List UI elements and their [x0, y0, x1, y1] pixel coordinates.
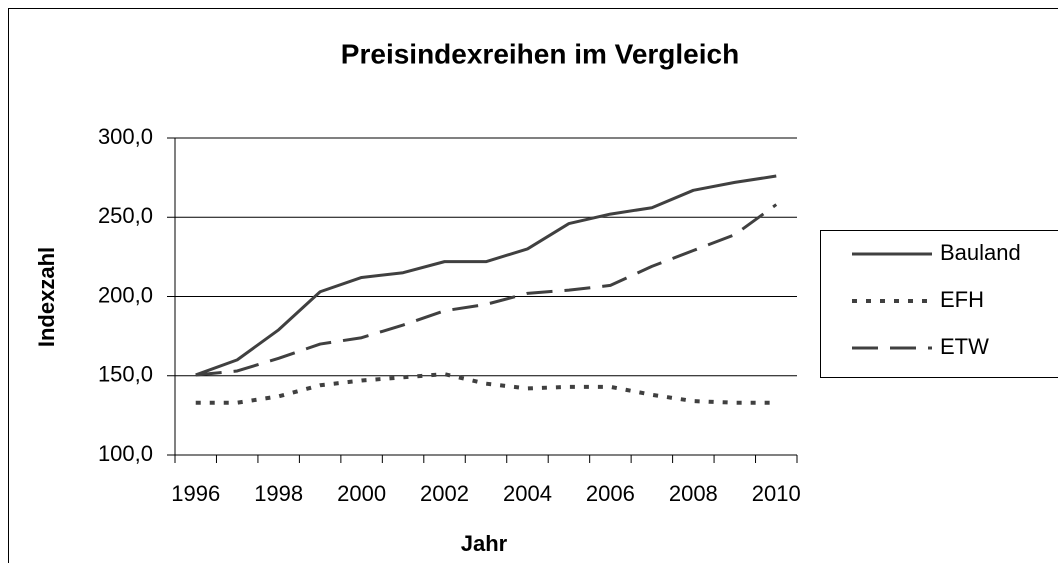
data-line — [195, 203, 778, 377]
x-tick-label: 2008 — [669, 481, 718, 506]
x-tick-label: 2004 — [503, 481, 552, 506]
y-tick-label: 100,0 — [98, 441, 153, 466]
data-line — [195, 174, 777, 377]
x-tick-label: 2006 — [586, 481, 635, 506]
legend-label: ETW — [940, 334, 989, 359]
y-tick-label: 250,0 — [98, 203, 153, 228]
x-tick-label: 2002 — [420, 481, 469, 506]
legend-label: Bauland — [940, 240, 1021, 265]
x-tick-label: 2000 — [337, 481, 386, 506]
x-axis-title: Jahr — [461, 531, 508, 556]
y-tick-label: 200,0 — [98, 282, 153, 307]
x-tick-label: 1998 — [254, 481, 303, 506]
y-axis-title: Indexzahl — [34, 247, 59, 347]
x-tick-label: 2010 — [752, 481, 801, 506]
x-tick-label: 1996 — [171, 481, 220, 506]
y-tick-label: 150,0 — [98, 362, 153, 387]
y-tick-label: 300,0 — [98, 124, 153, 149]
chart-title: Preisindexreihen im Vergleich — [341, 38, 739, 69]
legend-label: EFH — [940, 287, 984, 312]
